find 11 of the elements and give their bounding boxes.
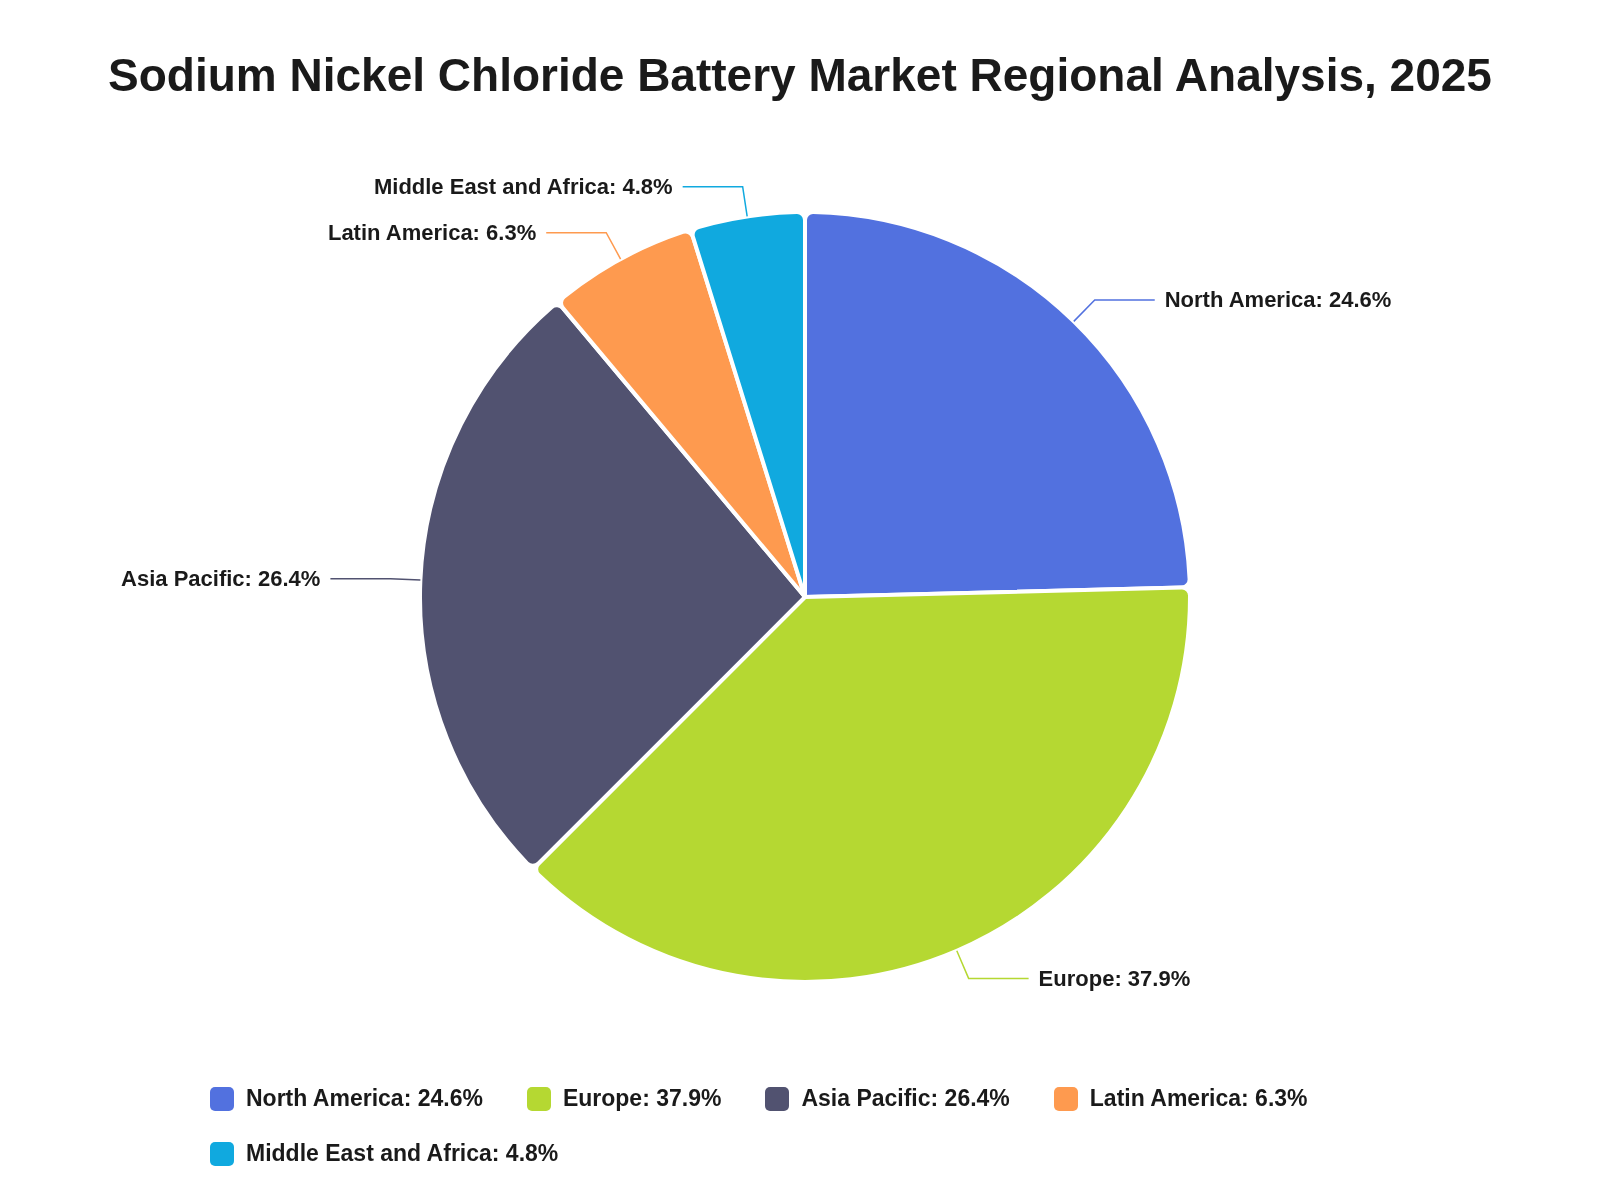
slice-label: Middle East and Africa: 4.8% <box>373 174 673 200</box>
legend-label: Asia Pacific: 26.4% <box>801 1085 1010 1112</box>
legend-label: Middle East and Africa: 4.8% <box>246 1140 559 1167</box>
legend-label: North America: 24.6% <box>246 1085 483 1112</box>
slice-label: Latin America: 6.3% <box>327 220 537 246</box>
slice-label: Asia Pacific: 26.4% <box>121 566 321 592</box>
slice-label: North America: 24.6% <box>1164 287 1392 313</box>
chart-title: Sodium Nickel Chloride Battery Market Regional Analysis, 2025 <box>107 48 1493 102</box>
legend-label: Latin America: 6.3% <box>1089 1085 1308 1112</box>
legend-label: Europe: 37.9% <box>562 1085 722 1112</box>
slice-label: Europe: 37.9% <box>1038 965 1191 991</box>
